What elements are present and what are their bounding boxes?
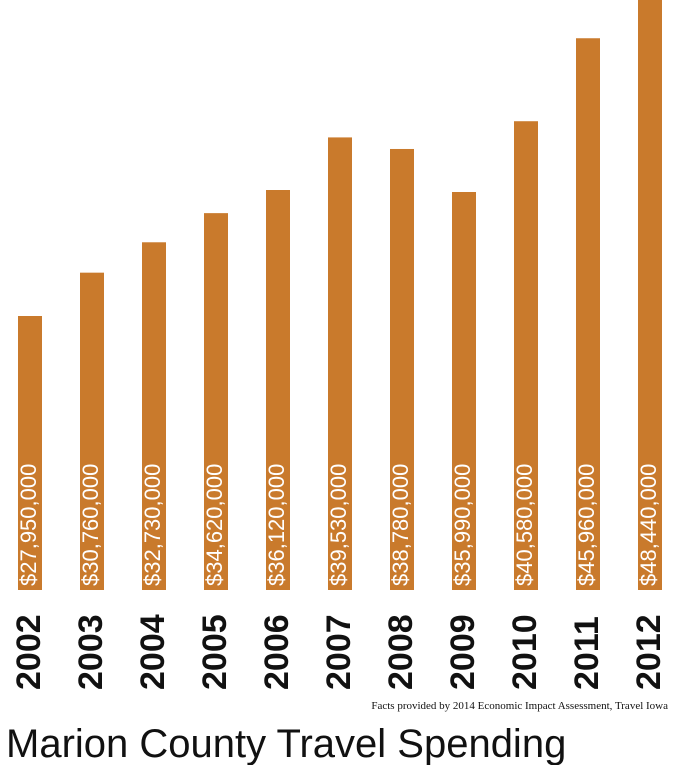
value-label: $32,730,000 bbox=[140, 464, 165, 586]
value-label: $38,780,000 bbox=[388, 464, 413, 586]
value-label: $48,440,000 bbox=[636, 464, 661, 586]
value-label: $36,120,000 bbox=[264, 464, 289, 586]
bar bbox=[452, 192, 476, 590]
value-label: $40,580,000 bbox=[512, 464, 537, 586]
x-tick-label: 2003 bbox=[72, 614, 110, 690]
value-label: $30,760,000 bbox=[78, 464, 103, 586]
x-tick-label: 2007 bbox=[320, 614, 358, 690]
bar bbox=[514, 121, 538, 591]
bar bbox=[18, 316, 42, 590]
value-label: $35,990,000 bbox=[450, 464, 475, 586]
x-tick-label: 2008 bbox=[382, 614, 420, 690]
value-label: $27,950,000 bbox=[16, 464, 41, 586]
x-tick-label: 2010 bbox=[506, 614, 544, 690]
value-label: $34,620,000 bbox=[202, 464, 227, 586]
bar bbox=[80, 272, 104, 590]
source-note: Facts provided by 2014 Economic Impact A… bbox=[371, 700, 668, 712]
chart-title: Marion County Travel Spending bbox=[6, 722, 566, 765]
x-tick-label: 2002 bbox=[10, 614, 48, 690]
x-tick-label: 2012 bbox=[630, 614, 668, 690]
bar bbox=[638, 0, 662, 590]
x-tick-label: 2011 bbox=[568, 616, 606, 690]
bar bbox=[266, 190, 290, 590]
bar bbox=[142, 242, 166, 590]
x-tick-label: 2005 bbox=[196, 614, 234, 690]
value-label: $45,960,000 bbox=[574, 464, 599, 586]
bar bbox=[390, 148, 414, 591]
value-label: $39,530,000 bbox=[326, 464, 351, 586]
x-tick-label: 2004 bbox=[134, 614, 172, 690]
bar bbox=[204, 213, 228, 590]
x-tick-label: 2009 bbox=[444, 614, 482, 690]
bar bbox=[328, 137, 352, 590]
x-tick-label: 2006 bbox=[258, 614, 296, 690]
bar bbox=[576, 38, 600, 590]
